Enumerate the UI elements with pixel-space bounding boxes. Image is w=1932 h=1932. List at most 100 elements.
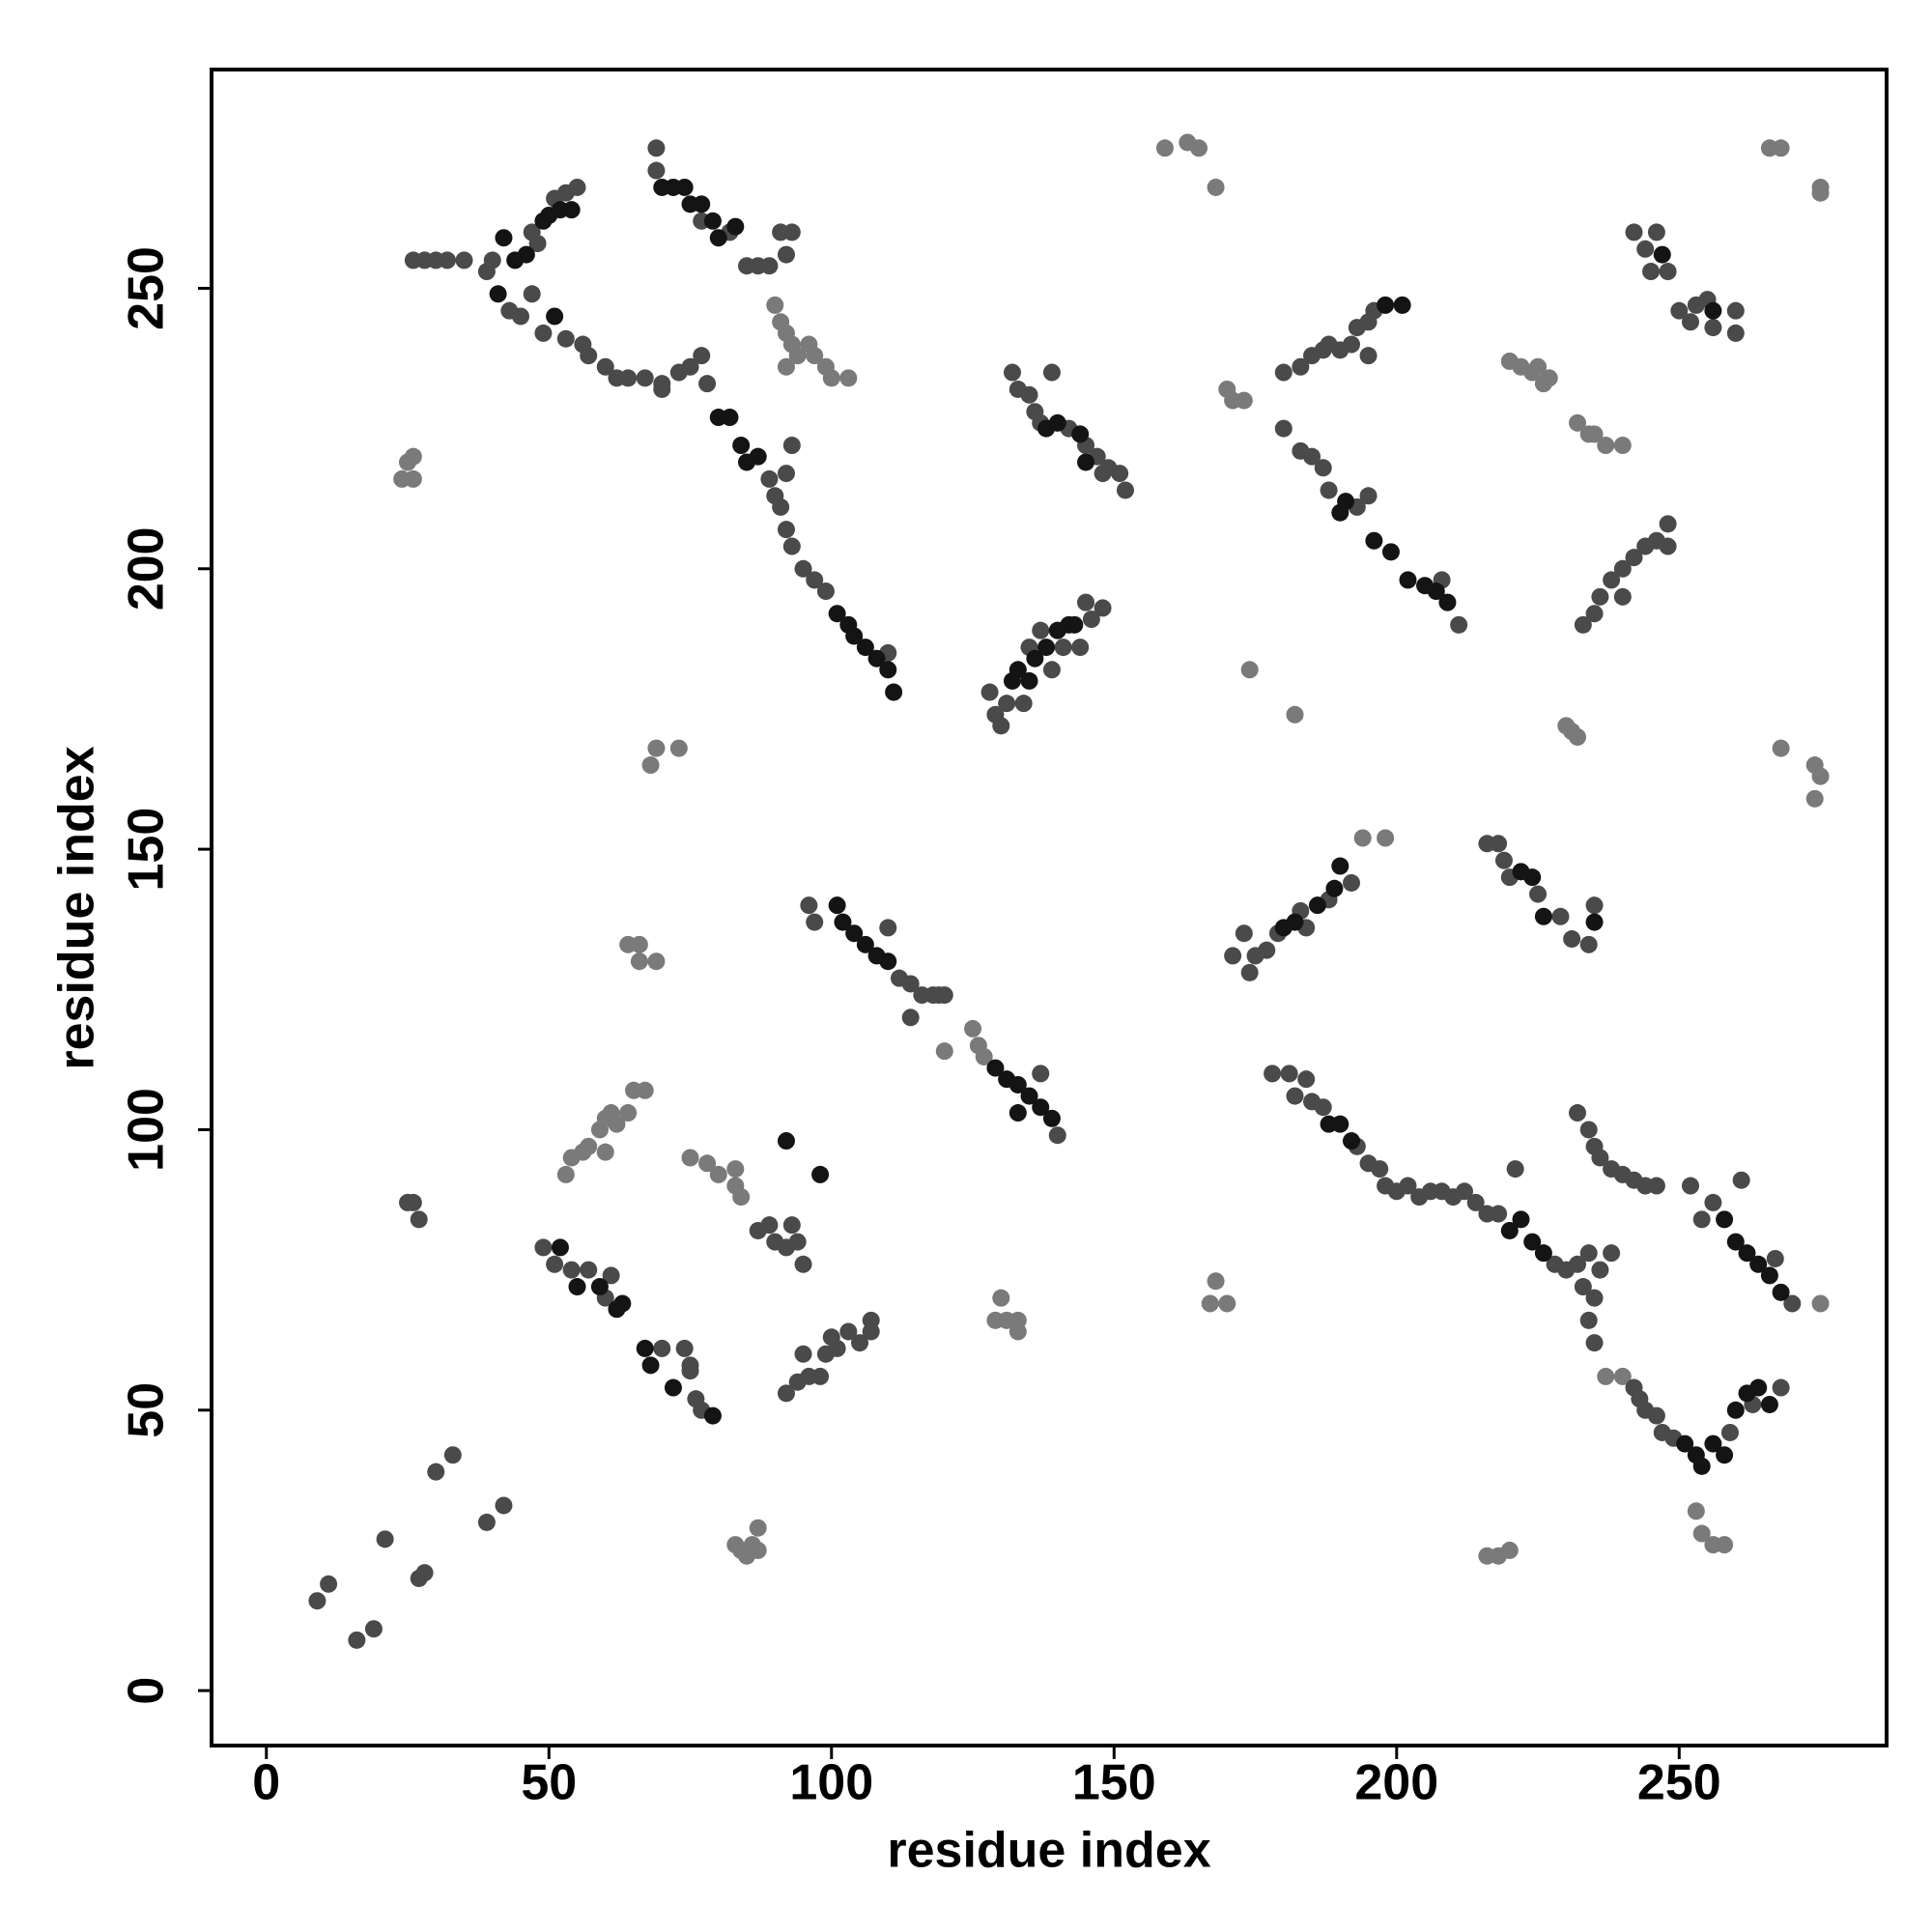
- point: [1342, 335, 1360, 354]
- point: [602, 1266, 620, 1285]
- point: [1613, 559, 1632, 578]
- point: [1111, 465, 1129, 483]
- point: [681, 1149, 699, 1167]
- point: [1042, 1109, 1061, 1127]
- point: [1325, 879, 1344, 897]
- point: [693, 347, 711, 365]
- point: [1613, 587, 1632, 606]
- point: [1292, 357, 1310, 376]
- point: [992, 717, 1010, 735]
- point: [788, 347, 807, 365]
- point: [546, 1255, 564, 1273]
- point: [404, 447, 422, 466]
- point: [647, 952, 666, 971]
- point: [1258, 941, 1276, 959]
- point: [1342, 1132, 1360, 1151]
- point: [806, 571, 824, 589]
- point: [1320, 481, 1338, 499]
- point: [1704, 1435, 1722, 1453]
- point: [1749, 1255, 1768, 1273]
- point: [1009, 1104, 1027, 1122]
- point: [415, 1564, 434, 1582]
- point: [1314, 459, 1332, 477]
- point: [483, 251, 501, 270]
- point: [376, 1530, 394, 1548]
- point: [1642, 263, 1661, 281]
- point: [992, 1289, 1010, 1307]
- point: [1563, 930, 1581, 949]
- point: [1760, 1395, 1778, 1413]
- point: [828, 605, 846, 623]
- point: [1585, 1334, 1604, 1352]
- point: [647, 739, 666, 757]
- point: [1032, 1065, 1050, 1083]
- point: [1716, 1210, 1734, 1229]
- point: [749, 1519, 767, 1537]
- point: [1020, 1087, 1038, 1105]
- point: [1716, 1536, 1734, 1554]
- point: [1625, 223, 1643, 242]
- point: [1026, 649, 1044, 668]
- point: [1726, 1401, 1745, 1419]
- point: [568, 178, 586, 196]
- point: [1529, 885, 1548, 903]
- point: [1506, 1160, 1524, 1179]
- point: [653, 380, 671, 398]
- point: [534, 324, 553, 342]
- point: [1726, 1233, 1745, 1251]
- point: [1568, 1104, 1586, 1122]
- point: [1585, 605, 1604, 623]
- point: [1450, 615, 1468, 634]
- point: [1603, 1244, 1621, 1263]
- point: [1037, 639, 1056, 657]
- point: [1303, 447, 1321, 466]
- point: [1529, 357, 1548, 376]
- point: [1359, 487, 1378, 505]
- point: [1500, 1221, 1519, 1239]
- point: [839, 1322, 858, 1341]
- point: [1438, 593, 1457, 611]
- point: [1048, 413, 1066, 432]
- point: [1331, 1115, 1350, 1133]
- point: [1585, 896, 1604, 915]
- point: [489, 285, 507, 303]
- point: [1681, 313, 1699, 331]
- point: [1042, 661, 1061, 679]
- point: [794, 1255, 812, 1273]
- point: [1274, 419, 1293, 438]
- point: [1647, 1406, 1665, 1425]
- point: [1534, 1244, 1552, 1263]
- point: [1201, 1294, 1219, 1313]
- point: [1692, 1210, 1711, 1229]
- point: [1308, 896, 1326, 915]
- point: [845, 924, 864, 943]
- point: [1579, 1121, 1598, 1139]
- point: [839, 369, 858, 387]
- y-tick-label: 200: [119, 526, 175, 611]
- point: [664, 1378, 682, 1397]
- point: [1523, 1233, 1542, 1251]
- point: [794, 559, 812, 578]
- point: [1009, 1311, 1027, 1329]
- point: [1772, 1283, 1790, 1301]
- point: [528, 235, 547, 253]
- point: [845, 627, 864, 645]
- point: [935, 1042, 953, 1061]
- point: [534, 1238, 553, 1257]
- point: [608, 1115, 626, 1133]
- point: [1337, 493, 1355, 511]
- point: [698, 1154, 717, 1173]
- point: [1054, 639, 1072, 657]
- point: [760, 1216, 779, 1235]
- point: [1286, 1087, 1304, 1105]
- point: [782, 223, 801, 242]
- point: [693, 195, 711, 213]
- point: [1020, 385, 1038, 404]
- point: [1116, 481, 1134, 499]
- point: [1766, 1249, 1784, 1267]
- point: [495, 1496, 513, 1515]
- point: [1512, 1210, 1530, 1229]
- point: [1065, 615, 1084, 634]
- point: [732, 437, 751, 455]
- point: [1692, 1524, 1711, 1543]
